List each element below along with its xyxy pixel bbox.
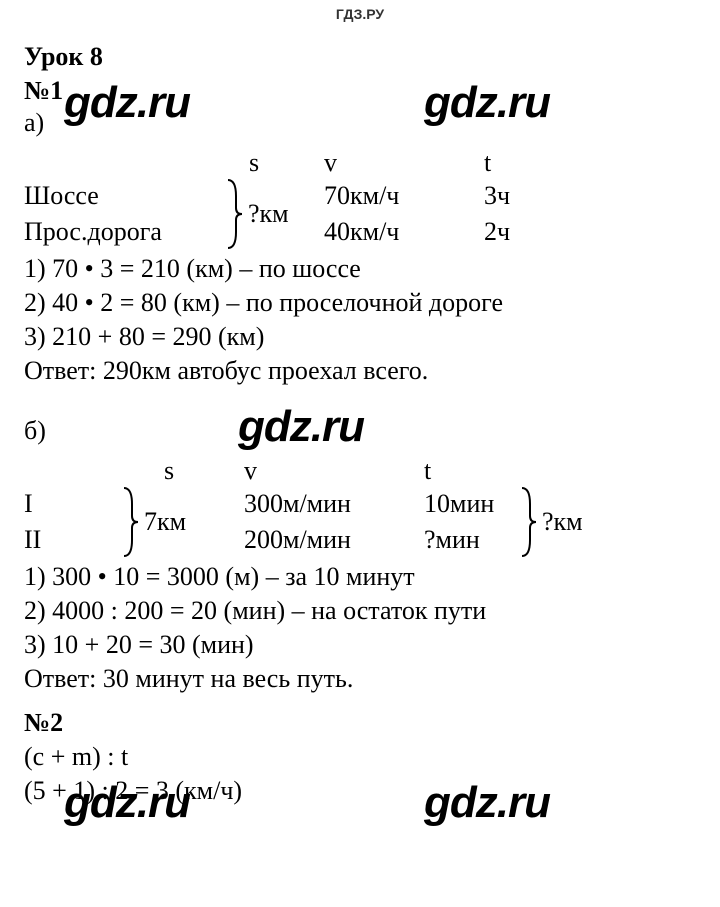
step-b-3: 3) 10 + 20 = 30 (мин) [24, 630, 696, 660]
task2-line1: (c + m) : t [24, 742, 696, 772]
answer-a: Ответ: 290км автобус проехал всего. [24, 356, 696, 386]
row1-v: 70км/ч [324, 181, 484, 211]
brace-b-t-label: ?км [542, 507, 583, 537]
watermark: gdz.ru [424, 778, 550, 828]
step-a-2: 2) 40 • 2 = 80 (км) – по проселочной дор… [24, 288, 696, 318]
row1-t: 3ч [484, 181, 604, 211]
page-header: ГДЗ.РУ [24, 0, 696, 22]
lesson-title: Урок 8 [24, 42, 696, 72]
row2-v-b: 200м/мин [244, 525, 424, 555]
header-s: s [184, 148, 324, 178]
brace-icon [518, 486, 538, 558]
row2-label-b: II [24, 525, 104, 555]
step-a-1: 1) 70 • 3 = 210 (км) – по шоссе [24, 254, 696, 284]
row2-v: 40км/ч [324, 217, 484, 247]
watermark: gdz.ru [238, 402, 364, 452]
table-b: s v t I 300м/мин 10мин II 200м/мин ?мин … [24, 454, 696, 558]
row1-v-b: 300м/мин [244, 489, 424, 519]
header-v-b: v [244, 456, 424, 486]
watermark: gdz.ru [64, 78, 190, 128]
header-s-b: s [104, 456, 244, 486]
watermark: gdz.ru [424, 78, 550, 128]
row1-label: Шоссе [24, 181, 184, 211]
brace-icon [224, 178, 244, 250]
brace-b-s-label: 7км [144, 507, 186, 537]
brace-a-label: ?км [248, 199, 289, 229]
watermark: gdz.ru [64, 778, 190, 828]
step-a-3: 3) 210 + 80 = 290 (км) [24, 322, 696, 352]
header-t-b: t [424, 456, 564, 486]
task-number-2: №2 [24, 708, 696, 738]
header-v: v [324, 148, 484, 178]
step-b-1: 1) 300 • 10 = 3000 (м) – за 10 минут [24, 562, 696, 592]
header-t: t [484, 148, 604, 178]
row2-label: Прос.дорога [24, 217, 184, 247]
step-b-2: 2) 4000 : 200 = 20 (мин) – на остаток пу… [24, 596, 696, 626]
row2-t: 2ч [484, 217, 604, 247]
answer-b: Ответ: 30 минут на весь путь. [24, 664, 696, 694]
table-a: s v t Шоссе 70км/ч 3ч Прос.дорога 40км/ч… [24, 146, 696, 250]
brace-icon [120, 486, 140, 558]
row1-label-b: I [24, 489, 104, 519]
